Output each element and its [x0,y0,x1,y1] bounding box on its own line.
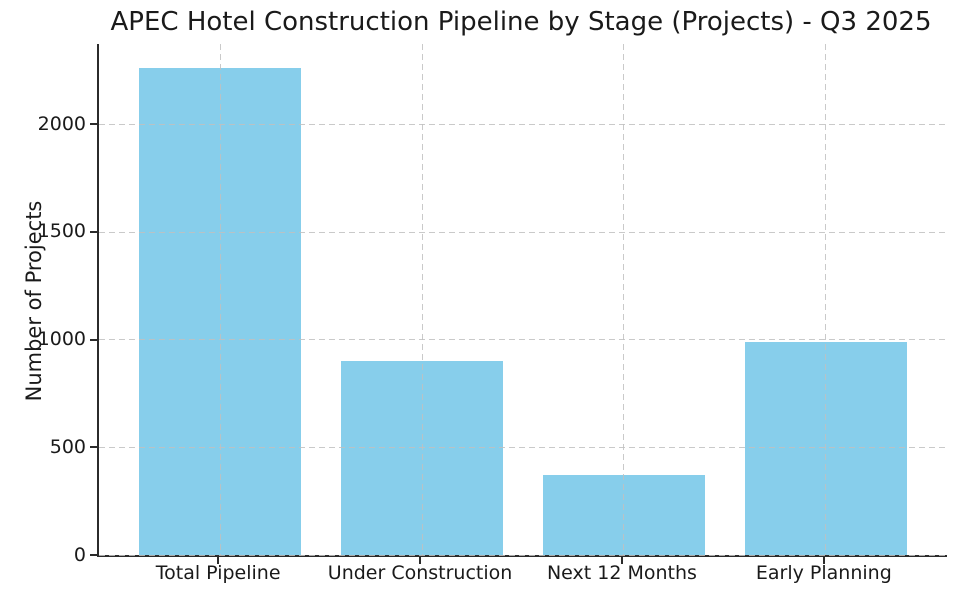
y-tick-label: 1000 [37,328,86,351]
gridline-x-next-12-months [623,44,625,555]
y-tick-mark [90,446,97,449]
y-tick-mark [90,230,97,233]
gridline-y-1000 [99,339,947,341]
y-tick-label: 1500 [37,220,86,243]
y-tick-mark [90,554,97,556]
gridline-x-under-construction [421,44,423,555]
x-tick-mark [620,557,623,564]
y-axis-label: Number of Projects [22,200,46,402]
x-tick-label-total-pipeline: Total Pipeline [155,562,281,584]
y-tick-label: 500 [49,435,86,458]
chart-title: APEC Hotel Construction Pipeline by Stag… [110,7,932,37]
x-tick-label-early-planning: Early Planning [755,562,892,584]
x-tick-mark [419,557,422,564]
y-tick-mark [90,123,97,126]
y-tick-label: 2000 [37,112,86,135]
gridline-y-500 [99,446,947,448]
x-tick-mark [217,557,220,564]
y-tick-label: 0 [73,543,86,566]
x-tick-label-next-12-months: Next 12 Months [546,562,697,584]
gridline-y-2000 [99,123,947,125]
gridline-y-1500 [99,231,947,233]
x-tick-label-under-construction: Under Construction [327,562,513,584]
y-tick-mark [90,338,97,341]
gridline-x-early-planning [825,44,827,555]
gridline-y-0 [99,554,947,556]
x-tick-mark [822,557,825,564]
gridline-x-total-pipeline [219,44,221,555]
plot-area [97,44,947,557]
